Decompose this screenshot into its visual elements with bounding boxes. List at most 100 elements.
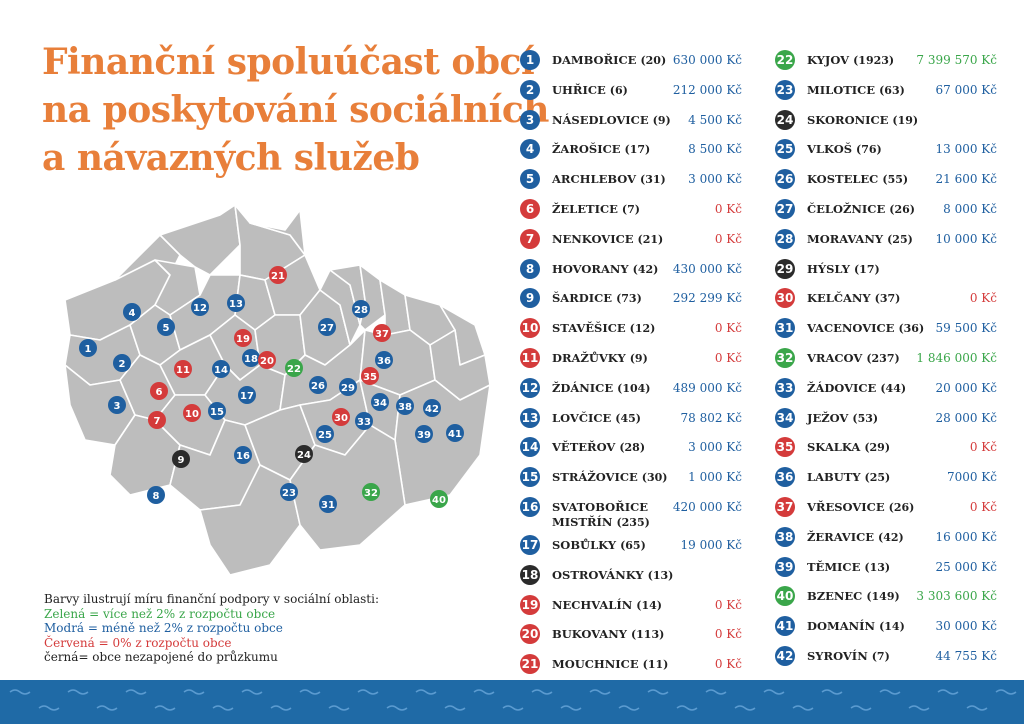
contribution-amount: 4 500 Kč [688,112,742,127]
svg-text:21: 21 [271,271,285,282]
wave-mark [560,705,582,711]
svg-text:30: 30 [334,413,348,424]
municipality-name: KELČANY (37) [807,291,900,306]
svg-text:23: 23 [282,488,296,499]
municipality-name-text: DRAŽŮVKY [552,350,626,365]
municipality-name-text: VLKOŠ [807,142,853,157]
municipality-name: STAVĚŠICE (12) [552,321,655,336]
number-badge: 35 [775,437,795,458]
municipality-count: (76) [856,143,882,157]
wave-mark [154,705,176,711]
title-line-1: Finanční spoluúčast obcí [42,41,535,83]
number-badge: 11 [520,347,540,368]
municipality-row: 22 KYJOV (1923) 7 399 570 Kč [775,48,1015,78]
municipality-name: OSTROVÁNKY (13) [552,568,673,583]
municipality-count: (37) [874,292,901,306]
number-badge: 4 [520,139,540,160]
number-badge: 23 [775,79,795,100]
number-badge: 2 [520,79,540,100]
municipality-count: (17) [853,262,880,276]
municipality-name-text: ŽERAVICE [807,529,875,544]
municipality-row: 34 JEŽOV (53) 28 000 Kč [775,406,1015,436]
contribution-amount: 20 000 Kč [935,380,998,395]
map-marker-14: 14 [212,360,230,378]
municipality-count: (45) [615,411,642,425]
municipality-count: (12) [629,322,656,336]
municipality-row: 30 KELČANY (37) 0 Kč [775,286,1015,316]
map-region [159,205,241,276]
svg-text:5: 5 [163,323,170,334]
municipality-name-text: STRÁŽOVICE [552,470,638,485]
wave-mark [531,689,553,695]
svg-text:28: 28 [354,305,368,316]
map-markers: 1 2 3 4 5 6 7 8 9 10 11 12 13 14 15 16 1… [79,266,464,513]
municipality-name: HÝSLY (17) [807,262,880,277]
number-badge: 1 [520,50,540,70]
municipality-count: (113) [630,628,665,642]
svg-text:32: 32 [364,488,378,499]
svg-text:8: 8 [153,491,160,502]
footer-wave-band [0,680,1024,724]
map-marker-24: 24 [295,445,313,463]
municipality-name-text: KOSTELEC [807,172,879,187]
contribution-amount: 0 Kč [969,291,997,306]
number-badge: 27 [775,198,795,219]
map-marker-20: 20 [258,351,276,369]
legend-black: černá= obce nezapojené do průzkumu [44,650,278,664]
wave-mark [937,689,959,695]
map-marker-17: 17 [238,386,256,404]
map-marker-37: 37 [373,324,391,342]
number-badge: 20 [520,624,540,645]
wave-mark [96,705,118,711]
municipality-name: VACENOVICE (36) [807,321,924,336]
map-marker-30: 30 [332,408,350,426]
municipality-count: (9) [652,113,671,127]
contribution-amount: 630 000 Kč [672,53,742,67]
contribution-amount: 0 Kč [714,657,742,672]
svg-text:34: 34 [373,398,387,409]
map-marker-6: 6 [150,382,168,400]
municipality-count: (104) [617,381,651,395]
municipality-count: (21) [637,232,664,246]
municipality-count: (26) [889,202,915,216]
color-legend: Barvy ilustrují míru finanční podpory v … [44,592,464,665]
municipality-name: UHŘICE (6) [552,83,628,98]
number-badge: 36 [775,467,795,488]
municipality-row: 1 DAMBOŘICE (20) 630 000 Kč [520,48,760,78]
municipality-name-text: ŽELETICE [552,201,618,216]
svg-text:18: 18 [244,354,258,365]
map-marker-41: 41 [446,424,464,442]
municipality-name: VLKOŠ (76) [807,142,882,157]
number-badge: 29 [775,258,795,279]
municipality-name-text: BUKOVANY [552,627,627,642]
map-marker-13: 13 [227,294,245,312]
contribution-amount: 0 Kč [714,231,742,246]
municipality-name-text: ČELOŽNICE [807,201,886,216]
map-marker-22: 22 [285,359,303,377]
municipality-row: 12 ŽDÁNICE (104) 489 000 Kč [520,376,760,406]
contribution-amount: 1 000 Kč [688,470,742,485]
municipality-count: (235) [616,515,650,529]
contribution-amount: 0 Kč [969,499,997,514]
contribution-amount: 10 000 Kč [935,231,998,246]
municipality-row: 37 VŘESOVICE (26) 0 Kč [775,495,1015,525]
municipality-name: ŽÁDOVICE (44) [807,381,906,396]
number-badge: 3 [520,109,540,130]
municipality-name: KYJOV (1923) [807,53,894,68]
wave-mark [357,689,379,695]
municipality-row: 29 HÝSLY (17) [775,257,1015,287]
contribution-amount: 8 000 Kč [943,201,997,216]
contribution-amount: 28 000 Kč [935,410,998,425]
number-badge: 10 [520,318,540,339]
map-region [249,209,306,256]
number-badge: 33 [775,377,795,398]
page-title: Finanční spoluúčast obcí na poskytování … [42,38,549,182]
svg-text:35: 35 [363,372,377,383]
municipality-count: (17) [624,143,651,157]
number-badge: 40 [775,586,795,607]
map-marker-39: 39 [415,425,433,443]
contribution-amount: 7000 Kč [946,470,997,485]
wave-mark [705,689,727,695]
map-marker-19: 19 [234,329,252,347]
municipality-count: (7) [871,649,890,663]
